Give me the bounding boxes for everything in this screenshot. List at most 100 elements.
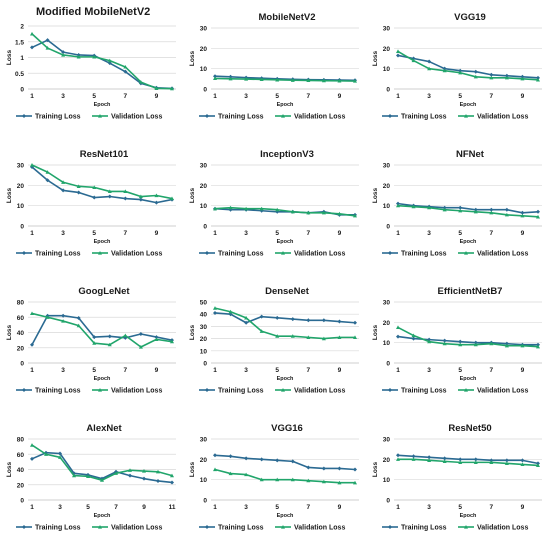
legend-label: Training Loss [218,251,264,258]
chart-panel: Modified MobileNetV2 0 0.5 1 1.5 2 1 3 5 7 9 Epoch L… [0,0,183,137]
validation-loss-point [228,76,233,81]
legend-marker [98,114,102,118]
x-tick-label: 1 [213,367,217,374]
training-loss-line [214,75,356,82]
training-loss-point [306,465,311,470]
validation-loss-line [31,164,173,200]
y-tick-label: 0 [203,224,207,231]
validation-loss-line [397,326,539,348]
training-loss-point [244,456,249,461]
training-loss-point [458,457,463,462]
y-tick-label: 30 [200,324,208,331]
x-tick-label: 7 [307,230,311,237]
y-tick-label: 20 [200,46,208,53]
training-loss-point [411,56,416,61]
x-axis-title: Epoch [94,239,111,245]
x-axis-title: Epoch [460,513,477,519]
x-tick-label: 3 [61,93,65,100]
validation-loss-point [290,334,295,338]
validation-loss-point [170,86,174,91]
legend-marker [464,251,468,255]
chart-svg: ResNet101 0 10 20 30 1 3 5 7 9 Epoch Loss Training L… [6,149,176,258]
validation-loss-point [154,193,159,198]
validation-loss-line [214,206,356,217]
validation-loss-point [290,209,295,214]
y-tick-label: 10 [383,340,391,347]
validation-loss-point [170,473,174,478]
validation-loss-point [337,480,342,485]
training-loss-point [123,335,128,340]
chart-svg: GoogLeNet 0 20 40 60 80 1 3 5 7 9 Epoch Loss Training… [6,286,176,395]
validation-loss-point [142,469,146,473]
chart-title: Modified MobileNetV2 [36,6,150,18]
x-tick-label: 3 [427,504,431,511]
x-tick-label: 1 [213,230,217,237]
y-tick-label: 2 [20,24,24,31]
chart-title: VGG16 [271,423,303,434]
validation-loss-point [337,78,342,83]
training-loss-point [489,207,494,212]
validation-loss-point [458,460,463,464]
validation-loss-line [214,77,356,82]
validation-loss-point [536,344,540,349]
training-loss-point [92,335,97,340]
y-tick-label: 0 [386,87,390,94]
x-tick-label: 3 [244,93,248,100]
validation-loss-point [259,477,264,482]
x-tick-label: 7 [124,230,128,237]
training-loss-point [61,50,66,55]
legend-label: Training Loss [35,251,81,258]
x-tick-label: 7 [307,93,311,100]
validation-loss-point [156,469,160,474]
training-loss-point [92,195,97,200]
validation-loss-point [536,77,540,82]
training-loss-point [536,75,540,80]
training-loss-point [244,320,249,325]
validation-loss-line [214,468,355,484]
training-loss-point [306,318,311,323]
validation-loss-point [411,204,416,209]
x-tick-label: 9 [155,230,159,237]
training-loss-line [31,314,173,346]
training-loss-point [427,455,432,460]
y-tick-label: 0 [20,498,24,505]
training-loss-point [259,314,264,319]
x-tick-label: 11 [169,504,176,511]
validation-loss-point [100,478,104,482]
training-loss-point [520,458,525,463]
training-loss-point [275,315,280,320]
y-tick-label: 0 [20,87,24,94]
training-loss-point [536,461,540,466]
validation-loss-point [427,66,432,71]
x-tick-label: 5 [92,230,96,237]
legend-marker [22,388,26,392]
training-loss-point [61,313,66,318]
chart-panel: ResNet101 0 10 20 30 1 3 5 7 9 Epoch Loss Training L… [0,137,183,274]
training-loss-line [31,166,173,204]
x-tick-label: 5 [92,367,96,374]
chart-panel: ResNet50 0 10 20 30 1 3 5 7 9 Epoch Loss Training Lo… [366,411,549,548]
training-loss-point [337,319,342,324]
legend-label: Training Loss [401,388,447,395]
y-tick-label: 10 [383,477,391,484]
y-tick-label: 20 [200,183,208,190]
x-tick-label: 7 [307,504,311,511]
training-loss-point [396,334,400,339]
legend-marker [98,388,102,392]
validation-loss-point [442,341,447,346]
y-tick-label: 10 [200,203,208,210]
validation-loss-point [123,189,128,194]
validation-loss-point [138,80,143,84]
training-loss-point [411,454,416,459]
validation-loss-line [31,312,173,348]
validation-loss-point [76,323,81,328]
legend-marker [281,388,285,392]
validation-loss-point [504,343,509,348]
training-loss-point [442,338,447,343]
x-axis-title: Epoch [94,102,111,108]
training-loss-point [142,476,146,481]
training-loss-point [458,68,463,73]
x-tick-label: 5 [275,367,279,374]
chart-title: InceptionV3 [260,149,314,160]
validation-loss-point [61,52,66,57]
